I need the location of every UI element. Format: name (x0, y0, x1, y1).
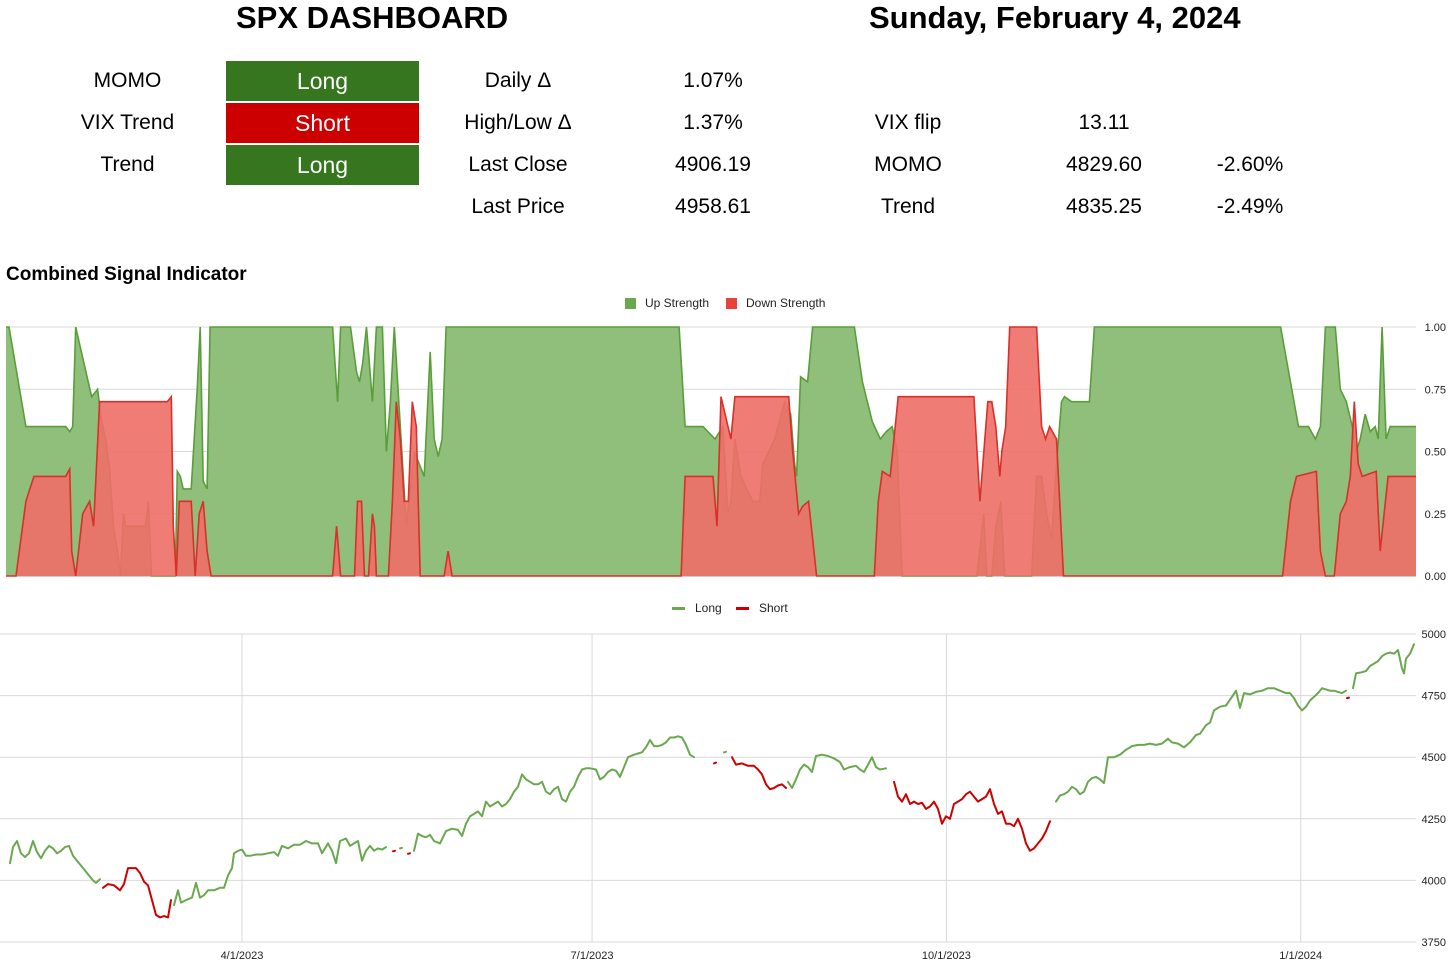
signal-label-momo: MOMO (93, 69, 162, 92)
long-segment (9, 840, 101, 884)
long-segment (723, 750, 727, 754)
combined-signal-chart: 1.00 0.75 0.50 0.25 0.00 (6, 322, 1446, 582)
legend-swatch-down (726, 297, 737, 309)
price-x-tick: 4/1/2023 (221, 950, 264, 962)
level-label-trend: Trend (880, 195, 936, 218)
price-lines (9, 643, 1415, 919)
short-segment (392, 849, 396, 853)
price-grid (0, 633, 1416, 943)
price-y-tick: 5000 (1422, 629, 1446, 641)
stat-label-daily-delta: Daily Δ (484, 69, 552, 92)
signal-y-tick: 0.00 (1425, 571, 1446, 582)
dashboard-date: Sunday, February 4, 2024 (869, 0, 1241, 35)
signal-y-axis: 1.00 0.75 0.50 0.25 0.00 (1425, 322, 1446, 582)
legend-label-short: Short (759, 601, 788, 615)
stat-value-high-low-delta: 1.37% (683, 111, 743, 134)
down-strength-line (6, 326, 1416, 577)
legend-label-down: Down Strength (746, 296, 826, 310)
down-strength-area (6, 327, 1416, 576)
stat-value-last-close: 4906.19 (675, 153, 751, 176)
legend-up-strength[interactable]: Up Strength (625, 296, 709, 310)
dashboard-title: SPX DASHBOARD (236, 0, 509, 35)
level-pct-momo: -2.60% (1216, 153, 1284, 176)
stat-label-last-price: Last Price (471, 195, 565, 218)
long-segment (173, 837, 387, 906)
legend-swatch-long (672, 606, 685, 610)
short-segment (102, 867, 172, 919)
price-chart: 5000 4750 4500 4250 4000 3750 4/1/2023 7/1/202… (0, 629, 1446, 962)
legend-long[interactable]: Long (672, 601, 722, 615)
short-segment (713, 761, 717, 765)
long-segment (399, 846, 403, 850)
combined-signal-title: Combined Signal Indicator (6, 264, 247, 285)
long-segment (413, 735, 695, 852)
signal-y-tick: 1.00 (1425, 322, 1446, 334)
signal-y-tick: 0.25 (1425, 509, 1446, 521)
legend-label-up: Up Strength (645, 296, 710, 310)
price-x-tick: 7/1/2023 (571, 950, 614, 962)
short-segment (731, 756, 787, 791)
price-y-tick: 3750 (1422, 937, 1446, 949)
signal-badge-momo: Long (226, 61, 419, 101)
stat-label-high-low-delta: High/Low Δ (464, 111, 572, 134)
signal-label-trend: Trend (100, 153, 155, 176)
short-segment (407, 852, 411, 855)
level-value-vix-flip: 13.11 (1078, 111, 1130, 134)
signal-y-tick: 0.75 (1425, 384, 1446, 396)
signal-badge-vix-trend: Short (226, 103, 419, 143)
legend-label-long: Long (695, 601, 722, 615)
legend-short[interactable]: Short (736, 601, 788, 615)
level-value-trend: 4835.25 (1066, 195, 1142, 218)
short-segment (1346, 696, 1350, 700)
stat-value-daily-delta: 1.07% (683, 69, 743, 92)
signal-badge-trend: Long (226, 145, 419, 185)
price-y-tick: 4000 (1422, 875, 1446, 887)
level-value-momo: 4829.60 (1066, 153, 1142, 176)
legend-swatch-short (736, 606, 749, 610)
signal-y-tick: 0.50 (1425, 447, 1446, 459)
price-y-axis: 5000 4750 4500 4250 4000 3750 (1422, 629, 1446, 949)
price-y-tick: 4500 (1422, 752, 1446, 764)
price-x-axis: 4/1/2023 7/1/2023 10/1/2023 1/1/2024 (221, 950, 1323, 962)
level-label-vix-flip: VIX flip (874, 111, 942, 134)
legend-swatch-up (625, 297, 636, 309)
signal-areas (6, 326, 1416, 577)
long-segment (1055, 687, 1347, 803)
long-segment (787, 753, 887, 789)
price-y-tick: 4250 (1422, 814, 1446, 826)
long-segment (1352, 643, 1415, 690)
stat-label-last-close: Last Close (468, 153, 568, 176)
signal-label-vix-trend: VIX Trend (80, 111, 175, 134)
price-x-tick: 1/1/2024 (1279, 950, 1322, 962)
level-label-momo: MOMO (874, 153, 942, 176)
legend-down-strength[interactable]: Down Strength (726, 296, 825, 310)
level-pct-trend: -2.49% (1216, 195, 1284, 218)
short-segment (893, 780, 1051, 852)
price-y-tick: 4750 (1422, 691, 1446, 703)
stat-value-last-price: 4958.61 (675, 195, 751, 218)
price-x-tick: 10/1/2023 (922, 950, 971, 962)
